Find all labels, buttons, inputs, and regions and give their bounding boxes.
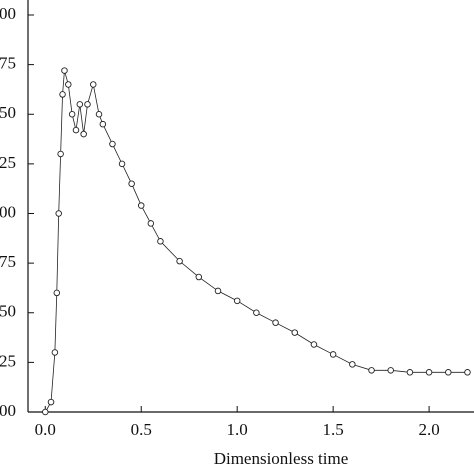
data-point — [147, 220, 155, 227]
data-point — [445, 369, 452, 376]
data-point — [137, 202, 145, 209]
data-point — [42, 408, 49, 416]
data-point — [349, 361, 356, 368]
data-point — [176, 257, 183, 265]
data-point — [195, 273, 203, 281]
x-tick-label: 0.0 — [35, 420, 56, 439]
data-point — [89, 81, 97, 88]
data-point — [55, 210, 62, 217]
x-axis-label: Dimensionless time — [214, 449, 349, 468]
x-tick-label: 1.0 — [227, 420, 248, 439]
data-point — [368, 367, 375, 374]
data-point — [84, 101, 91, 108]
data-point — [253, 309, 260, 317]
y-tick-label: 75 — [0, 252, 16, 271]
data-point — [464, 369, 471, 376]
data-point — [51, 349, 59, 356]
data-point — [291, 329, 299, 336]
data-point — [76, 101, 84, 108]
y-tick-label: 25 — [0, 351, 16, 370]
data-point — [53, 289, 61, 297]
data-point — [57, 150, 64, 158]
data-point — [157, 238, 164, 245]
data-point — [95, 110, 103, 118]
data-point — [425, 369, 433, 376]
data-point — [118, 160, 126, 168]
data-point — [72, 126, 80, 134]
data-point — [329, 351, 337, 358]
connecting-line — [44, 70, 468, 413]
data-point — [65, 81, 72, 88]
data-point — [406, 369, 414, 376]
data-point — [214, 287, 222, 295]
y-tick-label: 00 — [0, 401, 16, 420]
data-point — [80, 130, 87, 138]
data-point — [59, 91, 66, 98]
data-point — [47, 398, 55, 406]
data-point — [272, 319, 279, 326]
data-point — [61, 67, 68, 74]
y-tick-label: 50 — [0, 302, 16, 321]
data-point — [128, 180, 135, 187]
y-tick-label: 25 — [0, 153, 16, 172]
x-tick-label: 2.0 — [418, 420, 439, 439]
y-tick-label: 50 — [0, 103, 16, 122]
data-point — [99, 120, 107, 128]
y-tick-label: 00 — [0, 4, 16, 23]
data-point — [387, 367, 394, 374]
x-tick-label: 0.5 — [131, 420, 152, 439]
data-point — [233, 297, 241, 305]
x-tick-label: 1.5 — [323, 420, 344, 439]
y-tick-label: 75 — [0, 54, 16, 73]
data-point — [68, 110, 76, 118]
data-point — [109, 140, 116, 148]
data-point — [310, 341, 318, 348]
y-tick-label: 00 — [0, 202, 16, 221]
